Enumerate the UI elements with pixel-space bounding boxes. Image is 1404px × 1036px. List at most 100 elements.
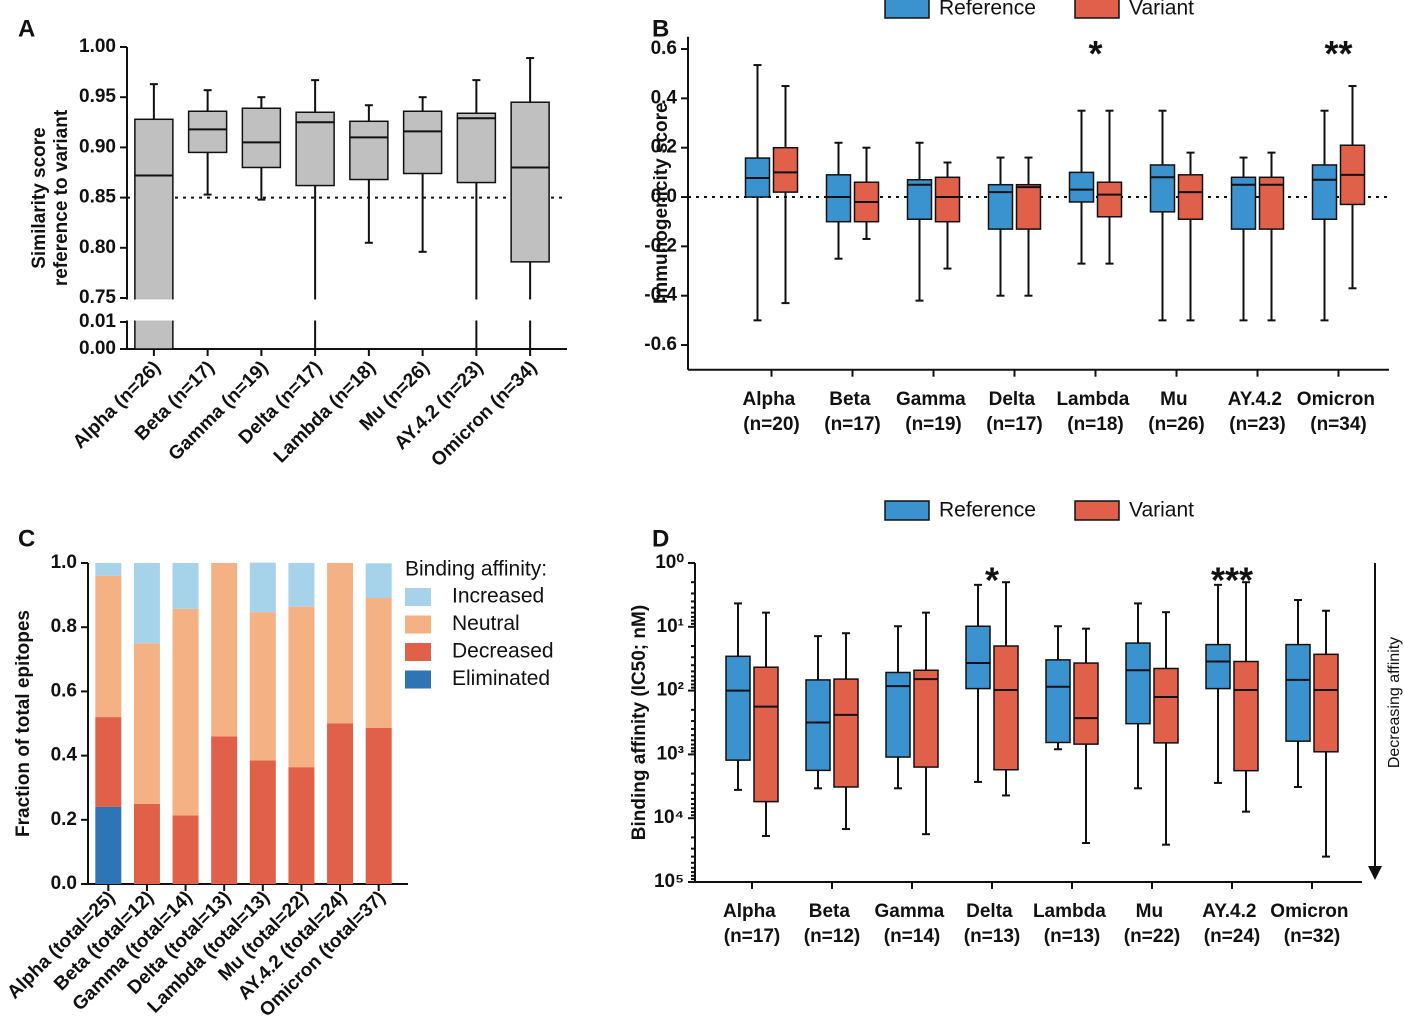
- bar-segment: [95, 717, 122, 807]
- legend-title: Binding affinity:: [405, 558, 547, 581]
- x-tick-label: Mu (n=22): [1124, 901, 1181, 947]
- x-tick-label: Lambda (n=18): [1056, 389, 1134, 435]
- box: [772, 146, 799, 193]
- x-tick-label: Omicron (n=32): [1270, 901, 1353, 947]
- legend-label: Reference: [939, 0, 1036, 20]
- y-axis-title: Similarity score: [29, 127, 50, 269]
- x-tick-label: Beta (n=12): [804, 901, 861, 947]
- box: [1258, 176, 1285, 230]
- box: [456, 112, 497, 184]
- annotation: ***: [1211, 560, 1253, 601]
- y-tick-label: -0.6: [644, 334, 677, 355]
- x-tick-label: Delta (n=17): [986, 389, 1043, 435]
- y-tick-label: 10⁵: [654, 871, 684, 892]
- y-tick-label: 0.85: [79, 187, 116, 208]
- y-tick-label: 0.0: [651, 186, 677, 207]
- box: [1153, 667, 1179, 744]
- y-tick-label: 0.2: [51, 809, 77, 830]
- box: [510, 101, 550, 263]
- x-tick-label: Delta (n=13): [964, 901, 1021, 947]
- box: [1313, 653, 1339, 753]
- box: [1073, 662, 1099, 745]
- bar-segment: [249, 562, 276, 613]
- bar-segment: [249, 760, 276, 884]
- y-tick-label: 10²: [657, 680, 684, 701]
- side-note: Decreasing affinity: [1386, 637, 1403, 768]
- x-tick-label: Alpha (n=17): [723, 901, 781, 947]
- legend-swatch: [405, 670, 431, 689]
- y-tick-label: 10⁰: [655, 552, 684, 573]
- box: [1285, 643, 1311, 742]
- bar-segment: [288, 563, 315, 607]
- panel-label: A: [18, 15, 35, 42]
- arrow-head: [1368, 866, 1382, 880]
- x-tick-label: Mu (n=26): [1148, 389, 1205, 435]
- legend-label: Neutral: [452, 612, 520, 635]
- bar-segment: [211, 736, 238, 884]
- bar-segment: [327, 723, 354, 884]
- annotation: *: [985, 560, 999, 601]
- y-axis-title: Binding affinity (IC50; nM): [629, 605, 650, 840]
- bar-segment: [95, 575, 122, 718]
- bar-segment: [211, 563, 238, 737]
- box: [1230, 176, 1257, 230]
- legend-swatch: [1074, 500, 1120, 521]
- box: [295, 111, 335, 187]
- y-tick-label: 10³: [657, 743, 684, 764]
- bar-segment: [133, 563, 160, 644]
- bar-segment: [327, 563, 354, 724]
- box: [913, 669, 939, 768]
- box: [965, 625, 991, 690]
- y-tick-label: 0.00: [79, 338, 116, 359]
- box: [241, 107, 282, 169]
- legend-label: Decreased: [452, 640, 554, 663]
- panel-label: D: [652, 525, 669, 552]
- y-axis-title: Fraction of total epitopes: [13, 610, 34, 837]
- y-tick-label: 0.4: [51, 745, 78, 766]
- legend-swatch: [884, 0, 930, 19]
- y-tick-label: 1.0: [51, 552, 77, 573]
- box: [725, 655, 751, 761]
- bar-segment: [172, 563, 199, 609]
- y-tick-label: 0.75: [79, 287, 116, 308]
- x-tick-label: Lambda (n=13): [1033, 901, 1111, 947]
- box: [993, 645, 1019, 771]
- x-tick-label: Gamma (n=19): [896, 389, 971, 435]
- box: [1311, 164, 1338, 220]
- y-tick-label: -0.2: [644, 235, 677, 256]
- legend-swatch: [405, 643, 431, 661]
- box: [906, 179, 933, 220]
- bar-segment: [95, 806, 122, 884]
- y-tick-label: 10⁴: [653, 807, 684, 828]
- x-tick-label: AY.4.2 (n=24): [1202, 901, 1262, 947]
- annotation: **: [1324, 33, 1352, 74]
- y-tick-label: 0.01: [79, 311, 116, 332]
- legend-label: Variant: [1129, 499, 1194, 522]
- y-axis-title: reference to variant: [51, 109, 72, 286]
- box: [1149, 164, 1176, 213]
- box: [805, 679, 831, 772]
- box: [1205, 643, 1231, 690]
- legend-swatch: [1074, 0, 1120, 19]
- y-tick-label: 0.0: [51, 873, 77, 894]
- box: [402, 110, 443, 175]
- box: [1068, 171, 1095, 203]
- bar-segment: [365, 597, 392, 728]
- legend-swatch: [405, 615, 431, 634]
- y-axis-title: Immunogenicity score: [651, 102, 672, 304]
- legend-label: Reference: [939, 499, 1036, 522]
- box: [1177, 174, 1204, 220]
- y-tick-label: 0.95: [79, 86, 116, 107]
- x-tick-label: Alpha (n=20): [742, 389, 800, 435]
- y-tick-label: 0.6: [51, 680, 77, 701]
- box: [1096, 181, 1123, 218]
- box: [187, 110, 228, 154]
- box: [1233, 660, 1259, 772]
- x-tick-label: Gamma (n=14): [875, 901, 950, 947]
- bar-segment: [172, 608, 199, 816]
- y-tick-label: 0.8: [51, 616, 77, 637]
- y-tick-label: 0.2: [651, 137, 677, 158]
- x-tick-label: AY.4.2 (n=23): [1228, 389, 1288, 435]
- x-tick-label: Omicron (n=34): [1297, 389, 1380, 435]
